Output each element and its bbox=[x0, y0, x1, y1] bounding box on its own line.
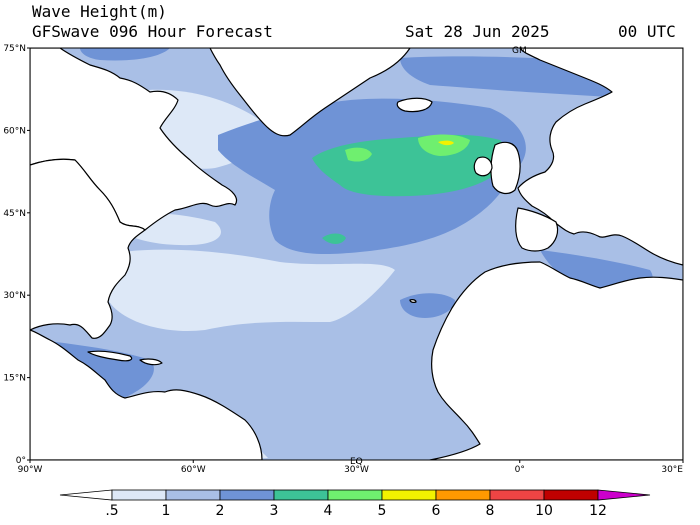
forecast-date: Sat 28 Jun 2025 bbox=[405, 22, 550, 41]
very-high-sea-west bbox=[345, 147, 372, 162]
greenland bbox=[209, 48, 411, 137]
color-bar bbox=[59, 489, 651, 501]
cuba bbox=[87, 350, 133, 362]
hispaniola bbox=[139, 358, 163, 366]
lat-tick-label: 15°N bbox=[3, 374, 26, 384]
legend-label: 12 bbox=[589, 503, 607, 519]
legend-label: 3 bbox=[269, 503, 279, 519]
legend-label: 10 bbox=[535, 503, 553, 519]
lon-tick-label: 30°W bbox=[344, 465, 369, 475]
color-bar-segment bbox=[543, 489, 599, 501]
lat-tick-label: 75°N bbox=[3, 44, 26, 54]
color-bar-segment bbox=[381, 489, 437, 501]
rough-zone-mediterranean bbox=[540, 250, 653, 291]
europe bbox=[517, 48, 683, 266]
color-bar-segment bbox=[219, 489, 275, 501]
rough-zone-baffin bbox=[80, 48, 170, 61]
color-bar-segment bbox=[273, 489, 329, 501]
color-bar-segment bbox=[435, 489, 491, 501]
chart-title: Wave Height(m) bbox=[32, 2, 167, 21]
iberia bbox=[515, 207, 559, 252]
south-america bbox=[30, 329, 263, 460]
lon-tick-label: 90°W bbox=[18, 465, 43, 475]
lat-tick-label: 45°N bbox=[3, 209, 26, 219]
ireland bbox=[473, 156, 493, 177]
africa bbox=[429, 261, 683, 460]
azores-islands bbox=[409, 299, 417, 303]
forecast-subtitle: GFSwave 096 Hour Forecast bbox=[32, 22, 273, 41]
legend-label: 6 bbox=[431, 503, 441, 519]
lat-tick-label: 30°N bbox=[3, 291, 26, 301]
lon-tick-label: 60°W bbox=[181, 465, 206, 475]
forecast-time: 00 UTC bbox=[618, 22, 676, 41]
color-bar-segment bbox=[165, 489, 221, 501]
very-high-sea-east bbox=[418, 134, 470, 156]
greenwich-label: GM bbox=[512, 46, 527, 56]
great-britain bbox=[490, 141, 521, 195]
legend-label: 1 bbox=[161, 503, 171, 519]
calm-zone-subtropics bbox=[100, 249, 395, 331]
color-bar-segment bbox=[327, 489, 383, 501]
united-states bbox=[30, 158, 146, 339]
lon-tick-label: 0° bbox=[515, 465, 525, 475]
color-bar-segment bbox=[489, 489, 545, 501]
legend-label: 5 bbox=[377, 503, 387, 519]
peak-sea-core bbox=[438, 140, 454, 146]
legend-label: 2 bbox=[215, 503, 225, 519]
lat-tick-label: 60°N bbox=[3, 126, 26, 136]
high-sea-patch bbox=[322, 233, 346, 244]
legend-label: 4 bbox=[323, 503, 333, 519]
color-bar-segment bbox=[111, 489, 167, 501]
lon-tick-label: 30°E bbox=[661, 465, 683, 475]
color-bar-low-end bbox=[59, 489, 113, 501]
legend-label: .5 bbox=[105, 503, 119, 519]
color-bar-high-end bbox=[597, 489, 651, 501]
lat-tick-label: 0° bbox=[16, 456, 26, 466]
iceland bbox=[396, 97, 433, 113]
legend-label: 8 bbox=[485, 503, 495, 519]
